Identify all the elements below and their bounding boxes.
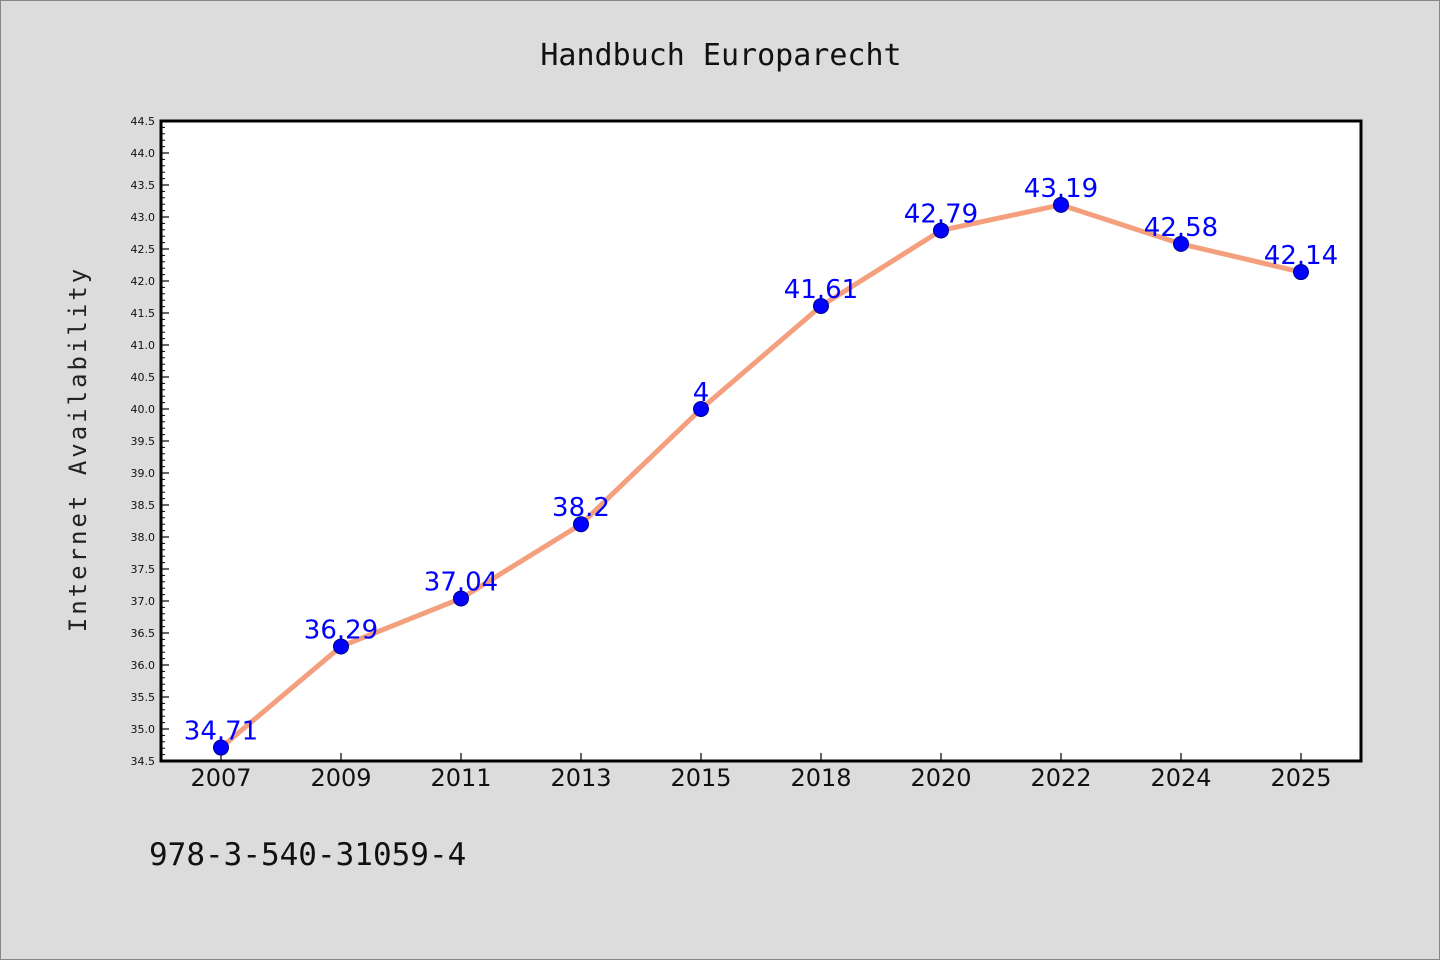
y-tick-label: 40.0 bbox=[131, 403, 156, 416]
y-tick-label: 39.5 bbox=[131, 435, 156, 448]
y-tick-label: 42.5 bbox=[131, 243, 156, 256]
data-label: 41.61 bbox=[784, 275, 858, 305]
data-point bbox=[1173, 235, 1189, 252]
data-point bbox=[813, 297, 829, 314]
data-point bbox=[693, 401, 709, 417]
y-tick-label: 43.0 bbox=[131, 211, 156, 224]
y-axis-label: Internet Availability bbox=[64, 266, 92, 632]
y-tick-label: 44.0 bbox=[131, 147, 156, 160]
data-label: 34.71 bbox=[184, 717, 258, 747]
data-point bbox=[453, 590, 469, 607]
x-tick-label: 2011 bbox=[430, 764, 491, 792]
x-axis: 2007 2009 2011 2013 2015 2018 2020 2022 2024 2025 bbox=[190, 753, 1332, 792]
data-label: 37.04 bbox=[424, 567, 498, 597]
data-point bbox=[573, 516, 589, 533]
y-axis: 34.5 35.0 35.5 36.0 36.5 37.0 37.5 38.0 38.5 39.0… bbox=[131, 115, 169, 768]
data-label: 4 bbox=[693, 378, 710, 408]
y-tick-label: 44.5 bbox=[131, 115, 156, 128]
chart-title: Handbuch Europarecht bbox=[540, 38, 901, 73]
data-label: 42.58 bbox=[1144, 213, 1218, 243]
x-tick-label: 2025 bbox=[1270, 764, 1331, 792]
x-tick-label: 2009 bbox=[310, 764, 371, 792]
plot-area bbox=[159, 119, 1363, 763]
y-tick-label: 38.5 bbox=[131, 499, 156, 512]
data-label: 42.14 bbox=[1264, 241, 1338, 271]
data-point bbox=[1053, 196, 1069, 213]
x-tick-label: 2015 bbox=[670, 764, 731, 792]
x-tick-label: 2018 bbox=[790, 764, 851, 792]
y-tick-label: 36.0 bbox=[131, 659, 156, 672]
y-tick-label: 43.5 bbox=[131, 179, 156, 192]
y-tick-label: 38.0 bbox=[131, 531, 156, 544]
y-tick-label: 41.5 bbox=[131, 307, 156, 320]
y-tick-label: 35.5 bbox=[131, 691, 156, 704]
y-tick-label: 40.5 bbox=[131, 371, 156, 384]
x-tick-label: 2007 bbox=[190, 764, 251, 792]
x-tick-label: 2024 bbox=[1150, 764, 1211, 792]
x-tick-label: 2020 bbox=[910, 764, 971, 792]
data-label: 42.79 bbox=[904, 199, 978, 229]
data-point bbox=[213, 739, 229, 756]
y-tick-label: 35.0 bbox=[131, 723, 156, 736]
x-tick-label: 2022 bbox=[1030, 764, 1091, 792]
y-tick-label: 37.0 bbox=[131, 595, 156, 608]
y-tick-label: 42.0 bbox=[131, 275, 156, 288]
data-point bbox=[333, 638, 349, 655]
y-tick-label: 39.0 bbox=[131, 467, 156, 480]
y-tick-label: 37.5 bbox=[131, 563, 156, 576]
x-tick-label: 2013 bbox=[550, 764, 611, 792]
caption-text: 978-3-540-31059-4 bbox=[149, 837, 466, 873]
y-tick-label: 36.5 bbox=[131, 627, 156, 640]
data-label: 43.19 bbox=[1024, 174, 1098, 204]
y-tick-label: 41.0 bbox=[131, 339, 156, 352]
series-layer: 34.71 36.29 37.04 38.2 4 41.61 42.79 43.19 42.58… bbox=[184, 174, 1338, 756]
y-tick-label: 34.5 bbox=[131, 755, 156, 768]
data-label: 36.29 bbox=[304, 615, 378, 645]
data-point bbox=[1293, 264, 1309, 281]
data-label: 38.2 bbox=[552, 493, 610, 523]
series-line bbox=[218, 202, 1304, 751]
data-point bbox=[933, 222, 949, 239]
